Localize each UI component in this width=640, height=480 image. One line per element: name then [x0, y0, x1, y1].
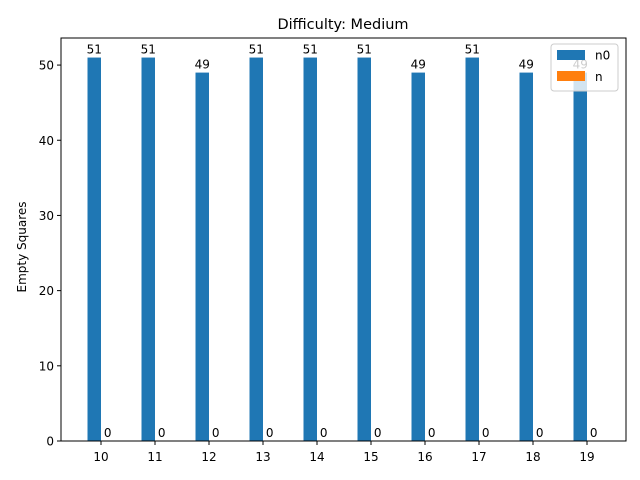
x-tick-label-11: 11: [147, 450, 162, 464]
data-label-n0-12: 49: [195, 58, 210, 72]
data-label-n-17: 0: [482, 426, 490, 440]
data-label-n0-11: 51: [141, 43, 156, 57]
x-tick-label-13: 13: [255, 450, 270, 464]
y-tick-label-50: 50: [39, 59, 54, 73]
legend-label-n: n: [595, 70, 603, 84]
data-label-n-14: 0: [320, 426, 328, 440]
y-tick-label-30: 30: [39, 209, 54, 223]
data-label-n-13: 0: [266, 426, 274, 440]
x-tick-label-18: 18: [525, 450, 540, 464]
y-axis-label: Empty Squares: [15, 201, 29, 292]
data-label-n-19: 0: [590, 426, 598, 440]
x-tick-label-10: 10: [93, 450, 108, 464]
x-tick-label-17: 17: [471, 450, 486, 464]
y-tick-label-40: 40: [39, 134, 54, 148]
bar-n0-11: [141, 57, 155, 441]
x-tick-label-19: 19: [579, 450, 594, 464]
y-tick-label-0: 0: [46, 435, 54, 449]
bar-n0-18: [519, 72, 533, 442]
legend-label-n0: n0: [595, 49, 610, 63]
bar-n0-10: [87, 57, 101, 441]
data-label-n0-10: 51: [87, 43, 102, 57]
x-axis: 10 11 12 13 14 15 16 17 18 19: [93, 441, 595, 464]
y-axis: 0 10 20 30 40 50: [39, 59, 61, 449]
legend-swatch-n: [557, 71, 585, 81]
chart-title: Difficulty: Medium: [277, 17, 408, 33]
data-label-n0-15: 51: [357, 43, 372, 57]
x-tick-label-14: 14: [309, 450, 324, 464]
data-label-n0-14: 51: [303, 43, 318, 57]
x-tick-label-15: 15: [363, 450, 378, 464]
bar-n0-19: [573, 72, 587, 442]
data-label-n-10: 0: [104, 426, 112, 440]
data-label-n0-17: 51: [465, 43, 480, 57]
data-label-n-11: 0: [158, 426, 166, 440]
bar-n0-15: [357, 57, 371, 441]
bar-n0-14: [303, 57, 317, 441]
data-labels: 510510490510510510490510490490: [87, 43, 598, 440]
x-tick-label-12: 12: [201, 450, 216, 464]
data-label-n-15: 0: [374, 426, 382, 440]
x-tick-label-16: 16: [417, 450, 432, 464]
y-tick-label-10: 10: [39, 359, 54, 373]
bar-n0-17: [465, 57, 479, 441]
y-tick-label-20: 20: [39, 284, 54, 298]
bar-n0-16: [411, 72, 425, 442]
data-label-n-16: 0: [428, 426, 436, 440]
data-label-n0-13: 51: [249, 43, 264, 57]
bar-n0-13: [249, 57, 263, 441]
data-label-n0-18: 49: [519, 58, 534, 72]
legend-swatch-n0: [557, 50, 585, 60]
data-label-n0-16: 49: [411, 58, 426, 72]
plot-frame: [60, 37, 627, 442]
bar-n0-12: [195, 72, 209, 442]
bars: [87, 57, 587, 442]
legend: n0 n: [550, 43, 619, 92]
data-label-n-12: 0: [212, 426, 220, 440]
data-label-n-18: 0: [536, 426, 544, 440]
